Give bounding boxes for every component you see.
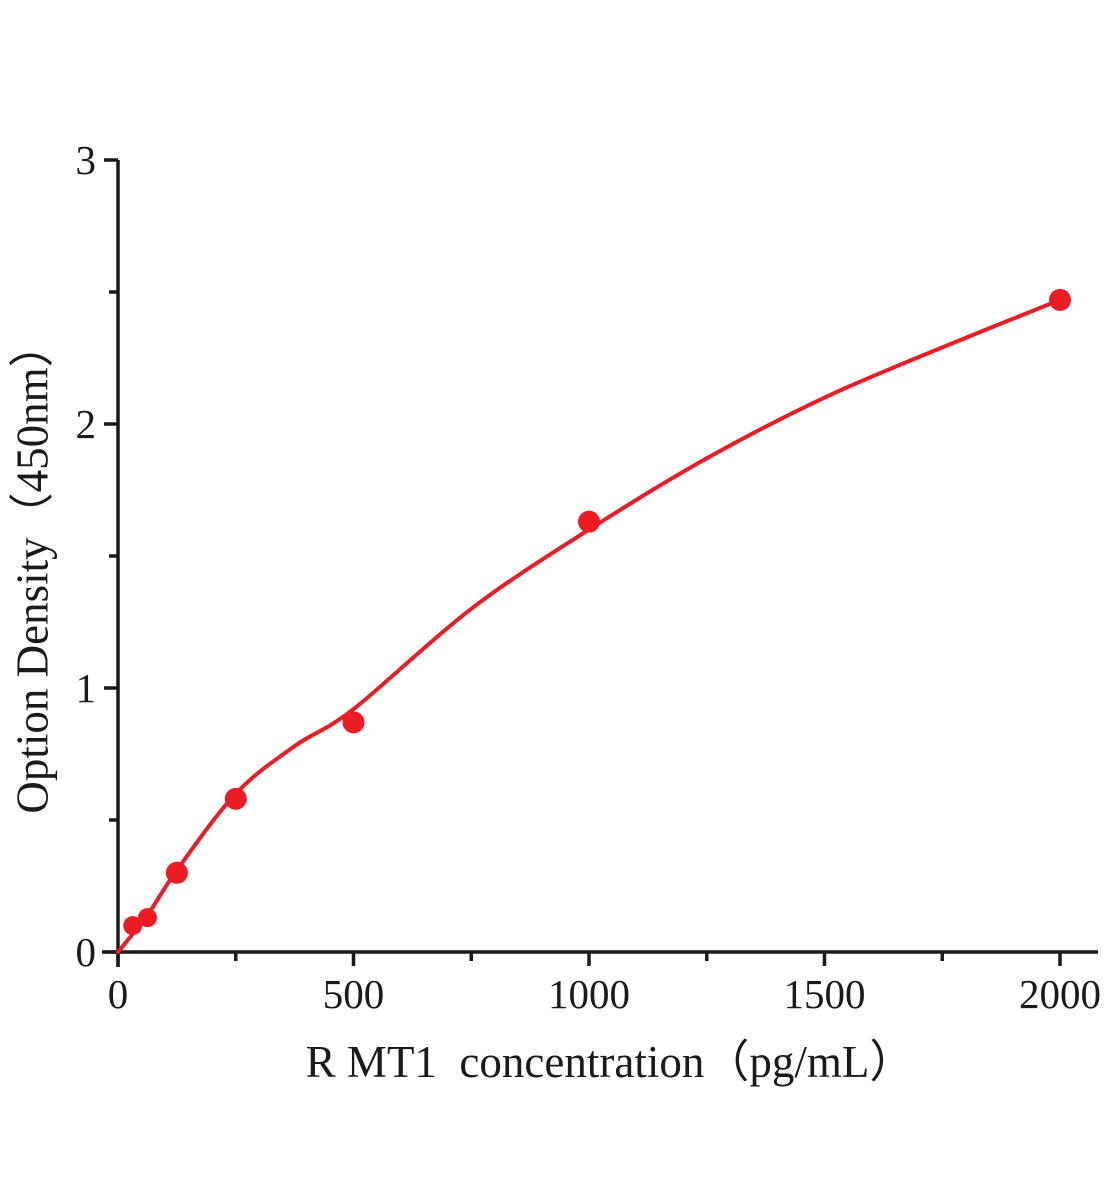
data-point [137, 908, 157, 928]
data-point [123, 916, 143, 936]
x-tick-label: 0 [108, 971, 129, 1017]
y-tick-label: 1 [76, 665, 97, 711]
y-tick-label: 2 [76, 401, 97, 447]
y-tick-label: 3 [76, 137, 97, 183]
fitted-curve [116, 297, 1062, 954]
data-point [224, 787, 247, 810]
x-axis-title: R MT1 concentration（pg/mL） [305, 1037, 915, 1087]
x-tick-label: 2000 [1019, 971, 1101, 1017]
data-point [1049, 288, 1071, 311]
data-point [165, 861, 188, 884]
x-tick-label: 1500 [784, 971, 866, 1017]
x-tick-label: 500 [323, 971, 385, 1017]
data-point [578, 510, 600, 533]
y-axis-title: Option Density（450nm） [7, 322, 58, 814]
y-tick-label: 0 [76, 929, 97, 975]
x-tick-label: 1000 [548, 971, 630, 1017]
data-point [342, 711, 365, 734]
